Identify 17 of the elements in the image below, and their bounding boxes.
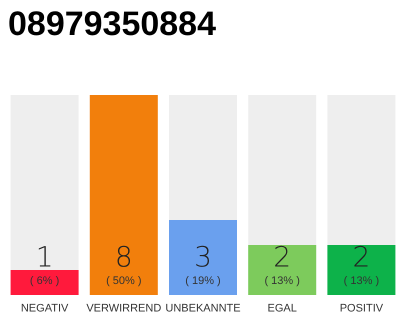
data-label: 2 bbox=[273, 240, 292, 274]
annotation: ( 13% ) bbox=[264, 275, 300, 287]
x-tick-label: POSITIV bbox=[340, 302, 384, 314]
annotation: ( 19% ) bbox=[185, 275, 221, 287]
data-label: 2 bbox=[352, 240, 370, 274]
annotation: ( 13% ) bbox=[344, 275, 380, 287]
x-tick-label: NEGATIV bbox=[20, 302, 69, 314]
annotation: ( 50% ) bbox=[106, 275, 142, 287]
data-label: 8 bbox=[114, 240, 133, 274]
x-tick-label: EGAL bbox=[268, 302, 297, 314]
data-label: 1 bbox=[36, 240, 54, 274]
annotation: ( 6% ) bbox=[30, 275, 60, 287]
x-tick-label: VERWIRREND bbox=[86, 302, 162, 314]
data-label: 3 bbox=[194, 240, 212, 274]
chart-title: 08979350884 bbox=[8, 5, 216, 43]
bar bbox=[10, 270, 79, 295]
x-tick-label: UNBEKANNTE bbox=[165, 302, 241, 314]
